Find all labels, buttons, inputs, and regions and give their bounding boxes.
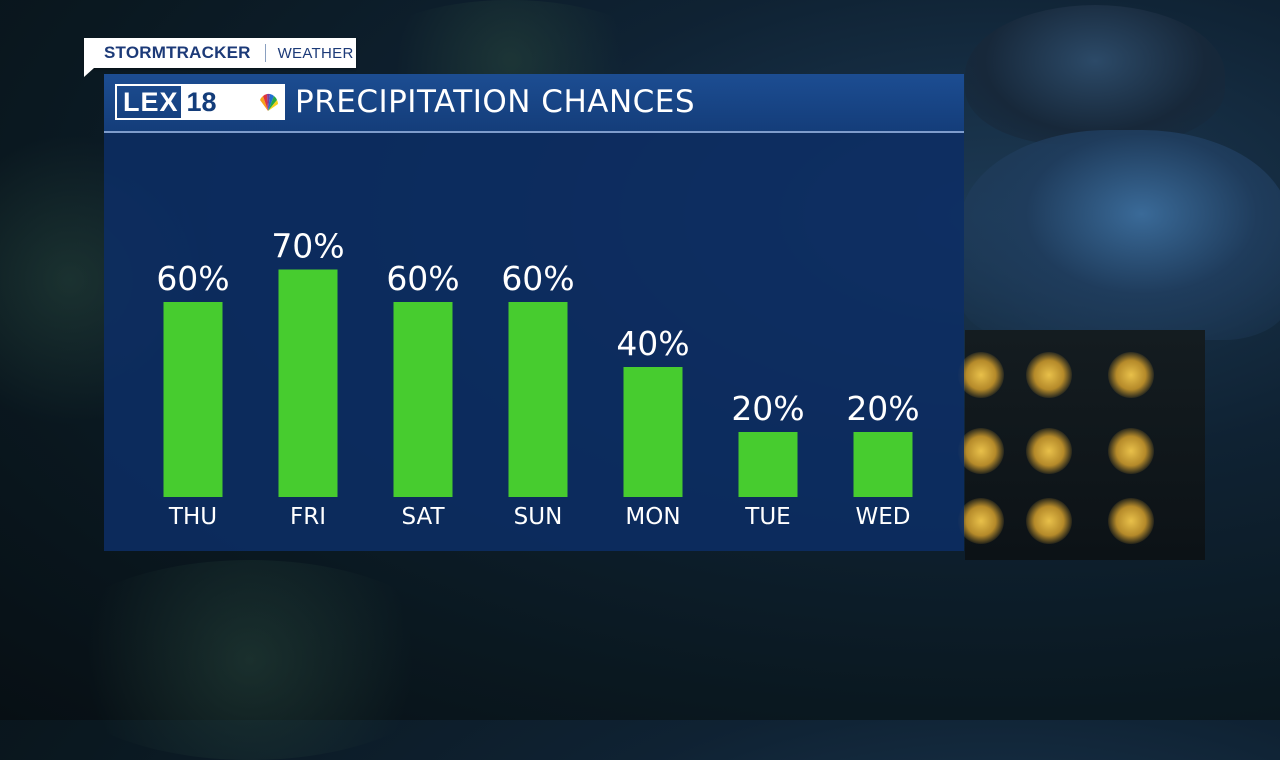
background-foliage	[40, 560, 460, 760]
background-light	[958, 352, 1004, 398]
brand-tag: StormTracker WEATHER	[84, 38, 356, 77]
brand-section: WEATHER	[277, 44, 354, 62]
background-light	[1108, 498, 1154, 544]
logo-number-box: 18	[180, 86, 283, 118]
panel-header: LEX 18 PRECIPITATION CHANCES	[104, 74, 964, 133]
background-light	[1026, 428, 1072, 474]
chart-panel: LEX 18 PRECIPITATION CHANCES 60% THU 70% FR…	[104, 74, 964, 551]
category-label-fri: FRI	[290, 504, 326, 530]
logo-letters: LEX	[123, 87, 179, 117]
chart-title: PRECIPITATION CHANCES	[295, 84, 696, 120]
peacock-icon	[260, 93, 278, 111]
bar-mon	[623, 367, 683, 497]
category-label-thu: THU	[168, 504, 217, 530]
category-label-tue: TUE	[744, 504, 790, 530]
category-label-sat: SAT	[401, 504, 445, 530]
value-label-tue: 20%	[731, 389, 804, 428]
background-light	[958, 498, 1004, 544]
bar-thu	[163, 302, 223, 497]
station-logo: LEX 18	[115, 84, 285, 120]
background-light	[1026, 352, 1072, 398]
background-light	[1108, 352, 1154, 398]
bar-fri	[278, 269, 338, 497]
value-label-wed: 20%	[846, 389, 919, 428]
precipitation-bar-chart: 60% THU 70% FRI 60% SAT 60% SUN 40% MON 20% TUE 20% W…	[156, 227, 919, 531]
value-label-mon: 40%	[616, 324, 689, 363]
bar-sun	[508, 302, 568, 497]
bar-tue	[738, 432, 798, 497]
background-light	[958, 428, 1004, 474]
brand-name: StormTracker	[104, 43, 251, 62]
category-label-mon: MON	[625, 504, 680, 530]
background-lantern-top	[965, 5, 1225, 145]
category-label-wed: WED	[856, 504, 911, 530]
bar-wed	[853, 432, 913, 497]
value-label-thu: 60%	[156, 259, 229, 298]
background-light	[1108, 428, 1154, 474]
bar-sat	[393, 302, 453, 497]
logo-number: 18	[186, 87, 217, 117]
value-label-sat: 60%	[386, 259, 459, 298]
value-label-sun: 60%	[501, 259, 574, 298]
category-label-sun: SUN	[514, 504, 563, 530]
background-light	[1026, 498, 1072, 544]
brand-divider	[264, 44, 266, 62]
background-lantern-body	[965, 330, 1205, 560]
value-label-fri: 70%	[271, 227, 344, 266]
background-lantern-roof	[960, 130, 1280, 340]
